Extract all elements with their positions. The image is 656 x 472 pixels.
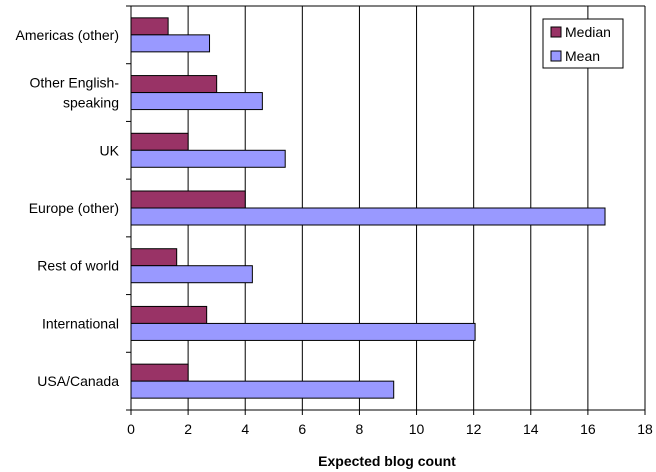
bar-mean [130, 322, 476, 341]
x-tick-label: 16 [580, 421, 596, 437]
category-label: Europe (other) [29, 200, 119, 216]
category-labels: Americas (other) Other English-speaking UK… [16, 27, 120, 389]
legend-swatch-mean [550, 50, 562, 62]
bar-median [130, 17, 169, 36]
bar-mean [130, 380, 395, 399]
x-tick-label: 2 [184, 421, 192, 437]
bar-mean [130, 265, 253, 284]
category-label: UK [100, 142, 120, 158]
x-tick-label: 6 [298, 421, 306, 437]
category-label: Other English-speaking [30, 75, 120, 111]
legend-label-median: Median [565, 24, 611, 40]
bars [130, 17, 606, 399]
bar-median [130, 305, 208, 324]
category-label: Americas (other) [16, 27, 119, 43]
bar-mean [130, 34, 211, 53]
x-tick-label: 8 [356, 421, 364, 437]
x-axis-title: Expected blog count [318, 453, 456, 469]
bar-median [130, 363, 189, 382]
legend: Median Mean [542, 18, 624, 69]
bar-median [130, 75, 218, 94]
bar-mean [130, 207, 606, 226]
category-label: USA/Canada [37, 373, 119, 389]
x-tick-label: 0 [127, 421, 135, 437]
bar-median [130, 248, 178, 267]
x-tick-label: 14 [523, 421, 539, 437]
category-label: Rest of world [37, 258, 119, 274]
category-label: International [42, 315, 119, 331]
x-tick-label: 4 [241, 421, 249, 437]
x-tick-label: 18 [637, 421, 653, 437]
legend-label-mean: Mean [565, 48, 600, 64]
bar-median [130, 132, 189, 151]
legend-swatch-median [550, 26, 562, 38]
x-tick-labels: 0 2 4 6 8 10 12 14 16 18 [127, 421, 653, 437]
bar-median [130, 190, 246, 209]
x-tick-label: 12 [466, 421, 482, 437]
bar-mean [130, 149, 286, 168]
bar-mean [130, 92, 263, 111]
x-tick-label: 10 [409, 421, 425, 437]
axes [126, 5, 646, 415]
